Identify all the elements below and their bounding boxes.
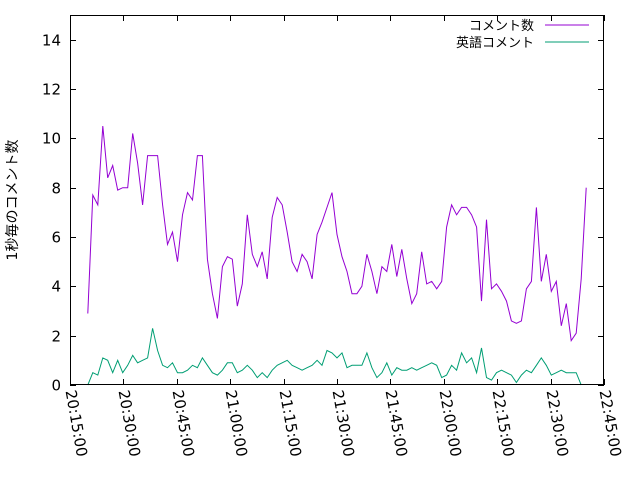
- y-tick-label: 0: [51, 377, 61, 395]
- x-tick-label: 22:45:00: [596, 389, 625, 458]
- y-tick-label: 12: [42, 81, 61, 99]
- x-tick-label: 21:45:00: [382, 389, 411, 458]
- axes-layer: 0 2 4 6 8 10 12 14 20:15:00 20:30:00 20:45:00 21:00…: [42, 15, 625, 458]
- y-tick-label: 10: [42, 130, 61, 148]
- x-tick-label: 22:15:00: [489, 389, 518, 458]
- series-line-1: [87, 125, 587, 342]
- x-tick-label: 20:15:00: [62, 389, 91, 458]
- plot-frame: [70, 15, 604, 385]
- x-tick-label: 21:30:00: [329, 389, 358, 458]
- x-tick-label: 21:00:00: [222, 389, 251, 458]
- x-tick-label: 22:00:00: [436, 389, 465, 458]
- y-tick-label: 4: [51, 278, 61, 296]
- x-tick-label: 20:30:00: [115, 389, 144, 458]
- series-layer: [87, 125, 587, 386]
- x-tick-label: 20:45:00: [169, 389, 198, 458]
- y-tick-label: 2: [51, 328, 61, 346]
- series-line-2: [87, 328, 582, 386]
- y-tick-label: 6: [51, 229, 61, 247]
- x-tick-label: 22:30:00: [543, 389, 572, 458]
- y-tick-label: 14: [42, 32, 61, 50]
- legend-label-2: 英語コメント: [456, 35, 534, 51]
- y-axis-label: 1秒毎のコメント数: [5, 140, 21, 261]
- y-tick-label: 8: [51, 180, 61, 198]
- legend-label-1: コメント数: [469, 19, 534, 34]
- x-tick-label: 21:15:00: [276, 389, 305, 458]
